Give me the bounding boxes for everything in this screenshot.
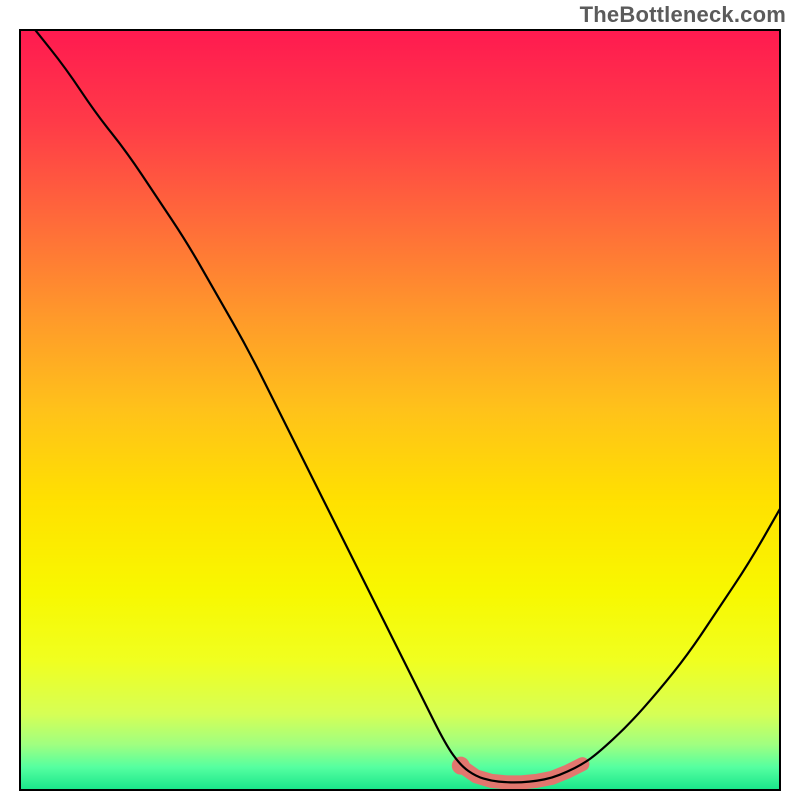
chart-root: { "canvas": { "width": 800, "height": 80…	[0, 0, 800, 800]
bottleneck-chart	[0, 0, 800, 800]
chart-plot-area	[20, 30, 780, 790]
